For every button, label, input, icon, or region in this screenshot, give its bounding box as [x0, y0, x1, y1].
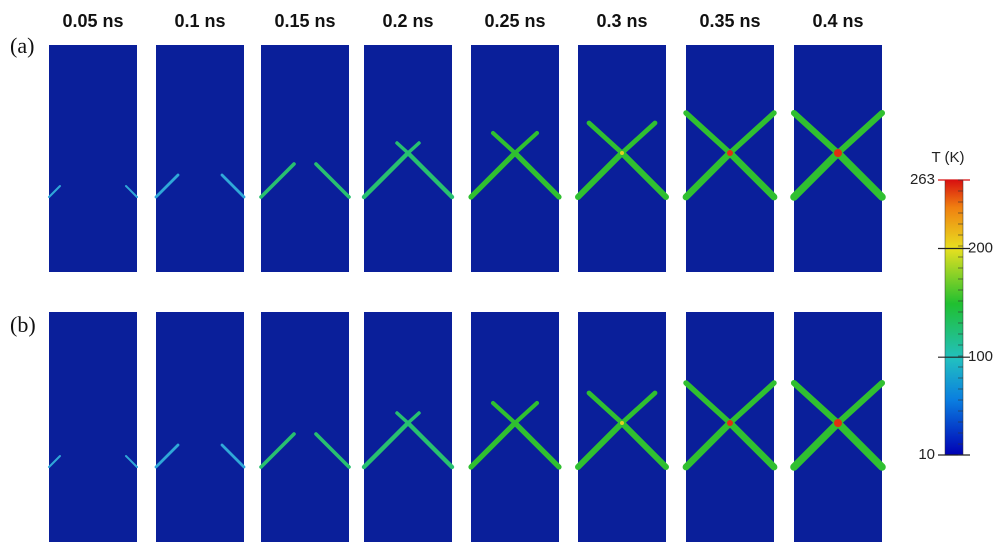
- shear-band: [259, 432, 296, 469]
- shear-band: [314, 162, 351, 199]
- snapshot: [471, 312, 559, 542]
- time-label: 0.4 ns: [812, 11, 863, 31]
- shear-band: [314, 432, 351, 469]
- shear-band: [405, 150, 455, 200]
- shear-band: [790, 149, 842, 201]
- shear-band: [395, 141, 410, 155]
- shear-band: [683, 380, 733, 426]
- shear-band: [790, 379, 842, 427]
- snapshot: [261, 45, 349, 272]
- time-label: 0.3 ns: [596, 11, 647, 31]
- snapshot: [156, 312, 244, 542]
- snapshot: [364, 312, 452, 542]
- shear-band: [361, 420, 411, 470]
- shear-band: [468, 420, 518, 470]
- shear-band: [154, 173, 180, 199]
- shear-band: [575, 420, 625, 470]
- shear-band: [619, 120, 658, 156]
- shear-band: [727, 110, 777, 156]
- shear-band: [682, 419, 734, 471]
- time-label: 0.25 ns: [484, 11, 545, 31]
- shear-band: [395, 411, 410, 425]
- shear-band: [586, 390, 625, 426]
- shear-band: [512, 400, 540, 426]
- shear-band: [468, 150, 518, 200]
- shear-band: [586, 120, 625, 156]
- time-label: 0.35 ns: [699, 11, 760, 31]
- hot-spot: [834, 149, 842, 157]
- snapshot: [261, 312, 349, 542]
- hot-spot: [620, 151, 624, 155]
- row-label: (a): [10, 33, 34, 58]
- shear-band: [490, 130, 518, 156]
- snapshot: [364, 45, 452, 272]
- shear-band: [406, 411, 421, 425]
- hot-spot: [727, 150, 733, 156]
- shear-band: [512, 150, 562, 200]
- colorbar-title: T (K): [931, 149, 964, 166]
- shear-band: [834, 419, 886, 471]
- shear-band: [220, 443, 246, 469]
- hot-spot: [727, 420, 733, 426]
- time-label: 0.05 ns: [62, 11, 123, 31]
- shear-band: [48, 185, 61, 198]
- snapshot: [156, 45, 244, 272]
- shear-band: [726, 419, 778, 471]
- shear-band: [512, 130, 540, 156]
- shear-band: [683, 110, 733, 156]
- shear-band: [220, 173, 246, 199]
- snapshot: [49, 312, 137, 542]
- snapshot: [578, 45, 666, 272]
- shear-band: [361, 150, 411, 200]
- shear-band: [575, 150, 625, 200]
- shear-band: [490, 400, 518, 426]
- shear-band: [125, 455, 138, 468]
- snapshot: [794, 45, 882, 272]
- shear-band: [619, 420, 669, 470]
- snapshot: [49, 45, 137, 272]
- colorbar-label: 100: [968, 348, 993, 365]
- hot-spot: [834, 419, 842, 427]
- shear-band: [406, 141, 421, 155]
- time-label: 0.2 ns: [382, 11, 433, 31]
- shear-band: [48, 455, 61, 468]
- shear-band: [834, 379, 886, 427]
- row-label: (b): [10, 312, 36, 337]
- shear-band: [727, 380, 777, 426]
- time-label: 0.15 ns: [274, 11, 335, 31]
- shear-band: [790, 109, 842, 157]
- shear-band: [619, 390, 658, 426]
- colorbar-label: 10: [918, 446, 935, 463]
- shear-band: [154, 443, 180, 469]
- shear-band: [726, 149, 778, 201]
- snapshot: [471, 45, 559, 272]
- shear-band: [405, 420, 455, 470]
- shear-band: [512, 420, 562, 470]
- shear-band: [834, 149, 886, 201]
- colorbar: [944, 179, 964, 456]
- shear-band: [834, 109, 886, 157]
- colorbar-label: 200: [968, 239, 993, 256]
- shear-band: [682, 149, 734, 201]
- shear-band: [125, 185, 138, 198]
- hot-spot: [620, 421, 624, 425]
- shear-band: [790, 419, 842, 471]
- shear-band: [619, 150, 669, 200]
- snapshot: [686, 45, 774, 272]
- shear-band: [259, 162, 296, 199]
- time-label: 0.1 ns: [174, 11, 225, 31]
- colorbar-label: 263: [910, 171, 935, 188]
